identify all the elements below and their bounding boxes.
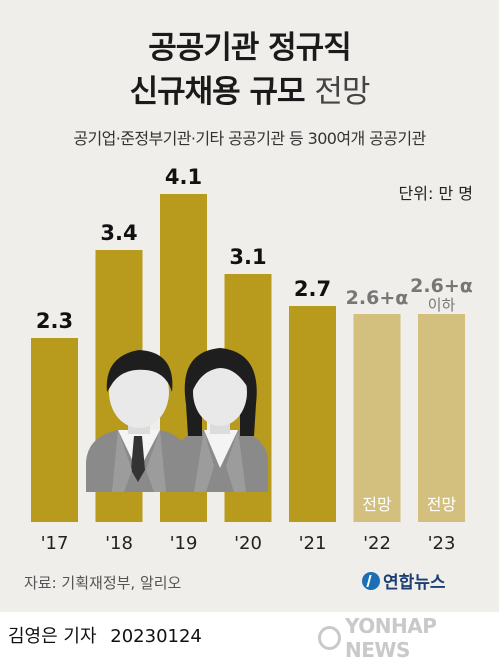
chart-title-light: 전망 bbox=[314, 74, 370, 110]
chart-title-bold: 신규채용 규모 bbox=[129, 74, 306, 110]
brand-logo: 연합뉴스 bbox=[362, 568, 446, 593]
forecast-tag: 전망 bbox=[362, 495, 392, 514]
value-label: 2.6+α bbox=[410, 275, 473, 297]
value-label: 2.7 bbox=[294, 277, 331, 301]
byline-date: 20230124 bbox=[110, 626, 202, 647]
value-sublabel: 이하 bbox=[428, 296, 456, 314]
value-label: 3.1 bbox=[229, 245, 266, 269]
bar-17 bbox=[31, 338, 78, 522]
man-figure bbox=[86, 350, 190, 492]
brand-name: 연합뉴스 bbox=[383, 573, 446, 593]
bar-23 bbox=[418, 314, 465, 522]
chart-title-line2: 신규채용 규모 전망 bbox=[0, 66, 499, 111]
bar-22 bbox=[353, 314, 401, 522]
forecast-tag: 전망 bbox=[427, 495, 457, 514]
woman-figure bbox=[172, 348, 268, 492]
x-tick-label: '17 bbox=[41, 533, 69, 554]
bar-chart: 2.3 '17 3.4 '18 4.1 '19 3.1 '20 2.7 '21 2.6+α 전망 '22… bbox=[31, 165, 473, 554]
yonhap-logo-icon bbox=[362, 571, 380, 590]
x-tick-label: '18 bbox=[105, 533, 133, 554]
byline-name: 김영은 기자 bbox=[8, 626, 97, 647]
people-illustration bbox=[86, 348, 268, 492]
chart-subtitle: 공기업·준정부기관·기타 공공기관 등 300여개 공공기관 bbox=[73, 129, 426, 148]
x-tick-label: '20 bbox=[234, 533, 262, 554]
x-tick-label: '22 bbox=[363, 533, 391, 554]
x-tick-label: '19 bbox=[170, 533, 198, 554]
source-note: 자료: 기획재정부, 알리오 bbox=[24, 574, 182, 592]
labels-layer: 2.3 '17 3.4 '18 4.1 '19 3.1 '20 2.7 '21 2.6+α 전망 '22… bbox=[36, 165, 473, 554]
value-label: 4.1 bbox=[165, 165, 202, 189]
byline: 김영은 기자 20230124 bbox=[8, 622, 202, 648]
x-tick-label: '21 bbox=[299, 533, 327, 554]
value-label: 2.3 bbox=[36, 309, 73, 333]
watermark-ring-icon bbox=[318, 626, 342, 650]
unit-label: 단위: 만 명 bbox=[398, 184, 473, 203]
x-tick-label: '23 bbox=[428, 533, 456, 554]
chart-title-line1: 공공기관 정규직 bbox=[148, 30, 351, 66]
value-label: 2.6+α bbox=[346, 287, 409, 309]
value-label: 3.4 bbox=[100, 221, 137, 245]
bar-21 bbox=[289, 306, 336, 522]
